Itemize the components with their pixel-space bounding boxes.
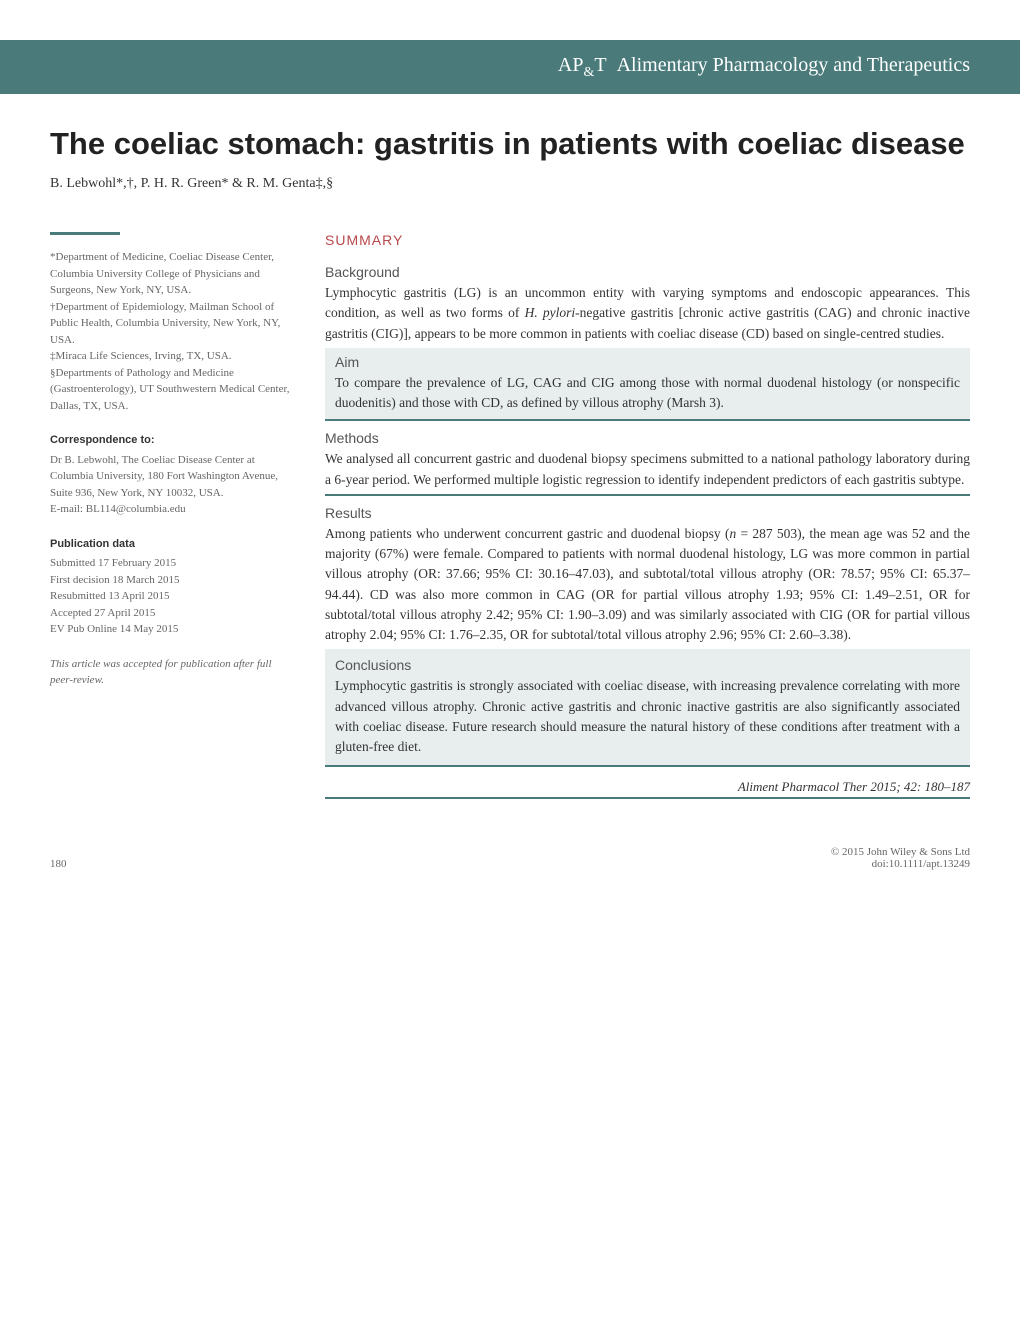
summary-head: SUMMARY <box>325 232 970 248</box>
pubdata-line: Submitted 17 February 2015 <box>50 555 295 572</box>
conclusions-head: Conclusions <box>335 657 960 673</box>
correspondence-email: E-mail: BL114@columbia.edu <box>50 501 295 518</box>
conclusions-body: Lymphocytic gastritis is strongly associ… <box>335 676 960 757</box>
header-bar: AP&T AP&T Alimentary Pharmacology and Th… <box>0 40 1020 94</box>
affiliation-4: §Departments of Pathology and Medicine (… <box>50 365 295 415</box>
affiliation-2: †Department of Epidemiology, Mailman Sch… <box>50 299 295 349</box>
publication-data-block: Publication data Submitted 17 February 2… <box>50 536 295 638</box>
article-title: The coeliac stomach: gastritis in patien… <box>0 94 1020 176</box>
correspondence-head: Correspondence to: <box>50 432 295 449</box>
results-section: Results Among patients who underwent con… <box>325 505 970 646</box>
methods-head: Methods <box>325 430 970 446</box>
correspondence-body: Dr B. Lebwohl, The Coeliac Disease Cente… <box>50 452 295 502</box>
conclusions-section: Conclusions Lymphocytic gastritis is str… <box>325 649 970 765</box>
divider-line <box>325 419 970 421</box>
divider-line <box>325 765 970 767</box>
journal-title: AP&T AP&T Alimentary Pharmacology and Th… <box>558 54 970 81</box>
results-body: Among patients who underwent concurrent … <box>325 524 970 646</box>
methods-section: Methods We analysed all concurrent gastr… <box>325 430 970 490</box>
pubdata-line: EV Pub Online 14 May 2015 <box>50 621 295 638</box>
background-section: Background Lymphocytic gastritis (LG) is… <box>325 264 970 344</box>
right-column: SUMMARY Background Lymphocytic gastritis… <box>325 232 970 808</box>
affiliation-1: *Department of Medicine, Coeliac Disease… <box>50 249 295 299</box>
pubdata-line: Resubmitted 13 April 2015 <box>50 588 295 605</box>
peer-review-note: This article was accepted for publicatio… <box>50 656 295 689</box>
divider-line <box>325 797 970 799</box>
authors: B. Lebwohl*,†, P. H. R. Green* & R. M. G… <box>0 176 1020 232</box>
pubdata-line: Accepted 27 April 2015 <box>50 605 295 622</box>
aim-body: To compare the prevalence of LG, CAG and… <box>335 373 960 414</box>
footer-right: © 2015 John Wiley & Sons Ltd doi:10.1111… <box>831 846 970 870</box>
pubdata-head: Publication data <box>50 536 295 553</box>
affiliation-3: ‡Miraca Life Sciences, Irving, TX, USA. <box>50 348 295 365</box>
header-spacer <box>0 0 1020 40</box>
left-column: *Department of Medicine, Coeliac Disease… <box>50 232 295 808</box>
doi: doi:10.1111/apt.13249 <box>831 858 970 870</box>
copyright: © 2015 John Wiley & Sons Ltd <box>831 846 970 858</box>
divider-line <box>325 494 970 496</box>
page-number: 180 <box>50 858 67 870</box>
background-head: Background <box>325 264 970 280</box>
main-content: *Department of Medicine, Coeliac Disease… <box>0 232 1020 808</box>
methods-body: We analysed all concurrent gastric and d… <box>325 449 970 490</box>
affiliations: *Department of Medicine, Coeliac Disease… <box>50 249 295 414</box>
footer: 180 © 2015 John Wiley & Sons Ltd doi:10.… <box>0 808 1020 892</box>
aim-section: Aim To compare the prevalence of LG, CAG… <box>325 348 970 420</box>
divider <box>50 232 120 235</box>
background-body: Lymphocytic gastritis (LG) is an uncommo… <box>325 283 970 344</box>
pubdata-line: First decision 18 March 2015 <box>50 572 295 589</box>
correspondence-block: Correspondence to: Dr B. Lebwohl, The Co… <box>50 432 295 518</box>
aim-head: Aim <box>335 354 960 370</box>
results-head: Results <box>325 505 970 521</box>
